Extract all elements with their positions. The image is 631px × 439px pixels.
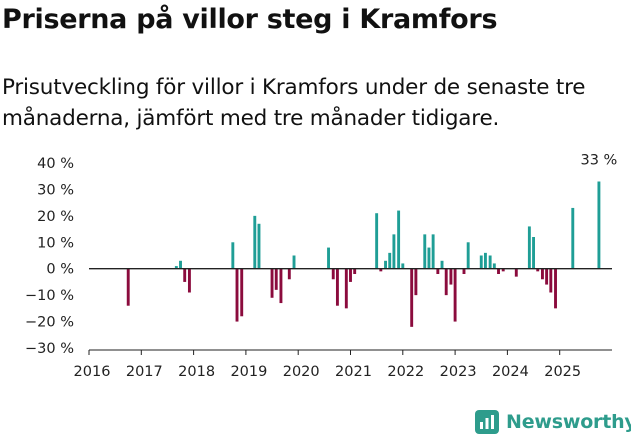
price-change-bar-chart: 40 %30 %20 %10 %0 %−10 %−20 %−30 % 2016 2…: [25, 153, 618, 381]
x-tick-label: 2021: [335, 364, 372, 380]
y-tick-label: 40 %: [37, 156, 74, 172]
bar: [384, 260, 387, 269]
bar: [571, 207, 575, 269]
bar: [501, 268, 505, 272]
y-tick-label: 30 %: [37, 182, 74, 198]
y-tick-label: −20 %: [25, 315, 74, 331]
bar: [253, 215, 257, 269]
bar: [344, 268, 348, 309]
bar: [449, 268, 453, 285]
bar: [353, 268, 357, 274]
newsworthy-brand[interactable]: Newsworthy: [475, 408, 631, 436]
bar: [327, 247, 330, 269]
bar: [174, 266, 178, 269]
bar: [597, 181, 601, 269]
data-label: 33 %: [581, 153, 618, 169]
y-tick-label: 20 %: [37, 209, 74, 225]
x-tick-label: 2020: [283, 364, 320, 380]
page-title: Priserna på villor steg i Kramfors: [2, 4, 498, 35]
x-axis: 2016 2017 2018 2019 2020 2021 2022 2023 2024 2025: [74, 349, 612, 380]
bar: [436, 268, 440, 274]
bar: [274, 268, 278, 290]
bar: [392, 234, 396, 269]
bar: [331, 268, 335, 280]
bar: [554, 268, 557, 309]
bar: [183, 268, 187, 282]
x-tick-label: 2019: [230, 364, 267, 380]
bar: [466, 242, 470, 269]
bar: [240, 268, 244, 317]
bar: [187, 268, 191, 293]
bar: [536, 268, 540, 272]
x-tick-label: 2025: [544, 364, 581, 380]
y-axis-ticks: 40 % 30 % 20 % 10 % 0 % −10 % −20 % −30 %: [25, 156, 74, 357]
bar: [179, 260, 182, 269]
bar: [444, 268, 448, 296]
bar: [423, 234, 427, 269]
x-tick-label: 2016: [74, 364, 111, 380]
bar: [549, 268, 553, 293]
y-tick-label: −10 %: [25, 288, 74, 304]
bar: [401, 263, 405, 269]
bar: [545, 268, 549, 285]
x-tick-label: 2023: [440, 364, 477, 380]
bar: [349, 268, 352, 282]
bar: [270, 268, 274, 298]
bar: [126, 268, 130, 306]
y-tick-label: −30 %: [25, 341, 74, 357]
brand-name: Newsworthy: [506, 411, 631, 433]
bar: [483, 252, 487, 269]
bar: [397, 210, 401, 269]
bar: [440, 260, 444, 269]
x-tick-label: 2018: [178, 364, 215, 380]
bar: [427, 247, 431, 269]
annotations: 33 %: [581, 153, 618, 169]
bar: [257, 223, 261, 269]
bar: [410, 268, 414, 327]
bar: [532, 237, 535, 269]
bar: [292, 255, 296, 269]
bar: [462, 268, 466, 274]
bar: [514, 268, 518, 277]
y-tick-label: 0 %: [46, 262, 74, 278]
x-tick-label: 2024: [492, 364, 529, 380]
x-tick-label: 2022: [387, 364, 424, 380]
newsworthy-logo-icon: [475, 410, 499, 434]
bar: [379, 268, 383, 272]
bar: [479, 255, 483, 269]
bar: [279, 268, 283, 304]
bar: [388, 252, 392, 269]
bar: [540, 268, 544, 280]
bar: [414, 268, 418, 296]
bars: [89, 181, 612, 327]
bar: [488, 255, 492, 269]
y-tick-label: 10 %: [37, 235, 74, 251]
bar: [287, 268, 291, 280]
bar: [453, 268, 457, 322]
page-subtitle: Prisutveckling för villor i Kramfors und…: [2, 75, 586, 131]
bar: [492, 263, 496, 269]
bar: [231, 242, 235, 269]
bar: [431, 234, 435, 269]
bar: [235, 268, 239, 322]
bar: [375, 213, 379, 269]
bar: [497, 268, 500, 274]
bar: [527, 226, 531, 269]
x-tick-label: 2017: [126, 364, 163, 380]
bar: [335, 268, 339, 306]
